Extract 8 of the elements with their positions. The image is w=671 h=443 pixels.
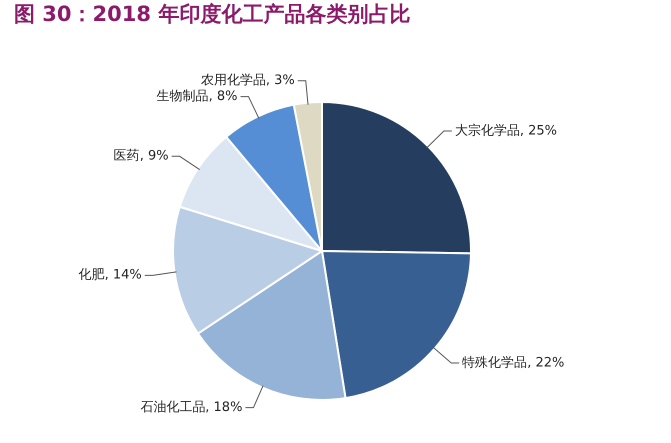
slice-label: 农用化学品, 3% — [200, 73, 295, 88]
chart-title: 图 30：2018 年印度化工产品各类别占比 — [13, 1, 412, 28]
slice-label: 生物制品, 8% — [156, 88, 238, 104]
slice-label: 医药, 9% — [114, 148, 169, 164]
slice-label: 化肥, 14% — [78, 268, 142, 283]
slice-label: 石油化工品, 18% — [140, 400, 242, 416]
slice-label: 大宗化学品, 25% — [454, 122, 558, 138]
slice-label: 特殊化学品, 22% — [462, 355, 564, 370]
